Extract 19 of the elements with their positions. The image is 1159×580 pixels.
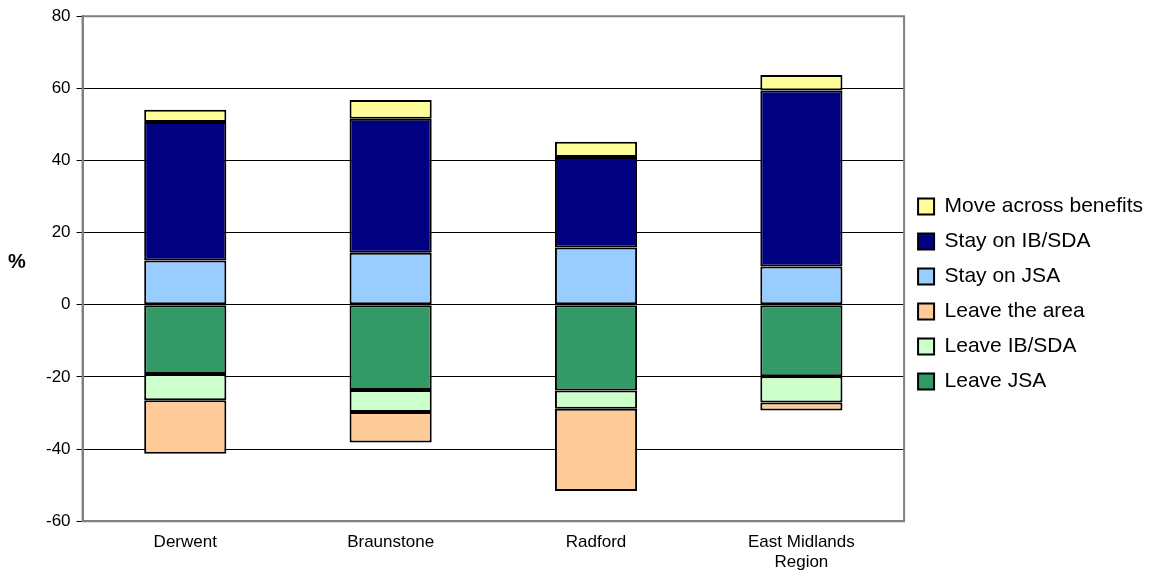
- x-tick-label: Braunstone: [347, 532, 435, 552]
- y-tick-label: 80: [51, 5, 71, 25]
- y-tick-label: 20: [51, 222, 71, 242]
- x-tick-label: Radford: [565, 532, 627, 552]
- y-tick-label: -40: [45, 438, 71, 458]
- y-tick-label: 40: [51, 150, 71, 170]
- y-tick-label: -60: [45, 510, 71, 530]
- legend-label: Stay on JSA: [944, 263, 1061, 287]
- legend-label: Stay on IB/SDA: [944, 228, 1091, 252]
- legend-label: Leave JSA: [944, 368, 1047, 392]
- x-tick-label: East Midlands Region: [748, 532, 855, 572]
- y-tick-label: -20: [45, 366, 71, 386]
- y-axis-title: %: [8, 250, 26, 273]
- y-tick-label: 60: [51, 78, 71, 98]
- legend-label: Move across benefits: [944, 193, 1144, 217]
- legend-label: Leave IB/SDA: [944, 333, 1077, 357]
- y-tick-label: 0: [61, 294, 71, 314]
- legend-label: Leave the area: [944, 298, 1086, 322]
- x-tick-label: Derwent: [153, 532, 218, 552]
